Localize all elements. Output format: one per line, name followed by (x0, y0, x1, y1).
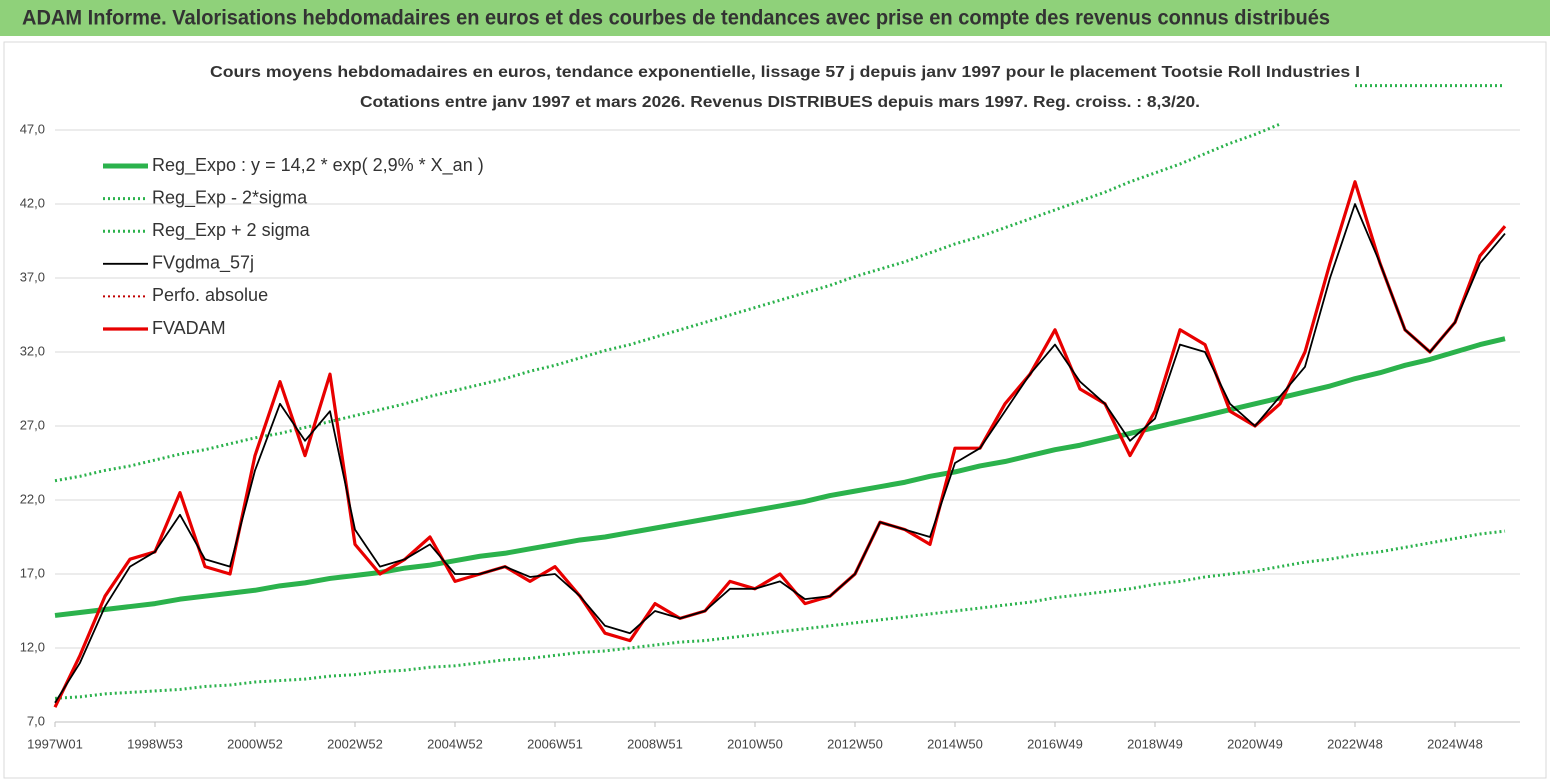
x-tick-label: 1998W53 (127, 736, 183, 751)
series-line (54, 336, 1506, 618)
x-tick-label: 2016W49 (1027, 736, 1083, 751)
banner-title: ADAM Informe. Valorisations hebdomadaire… (22, 7, 1330, 30)
x-tick-label: 2022W48 (1327, 736, 1383, 751)
y-tick-label: 32,0 (20, 343, 45, 358)
legend-label: FVgdma_57j (152, 253, 254, 274)
y-tick-label: 7,0 (27, 713, 45, 728)
x-tick-label: 2000W52 (227, 736, 283, 751)
y-tick-label: 12,0 (20, 639, 45, 654)
x-tick-label: 2002W52 (327, 736, 383, 751)
chart-subtitle: Cotations entre janv 1997 et mars 2026. … (360, 94, 1200, 111)
x-tick-label: 2008W51 (627, 736, 683, 751)
y-tick-label: 37,0 (20, 269, 45, 284)
y-tick-label: 47,0 (20, 121, 45, 136)
series-line (54, 122, 1281, 483)
legend-label: Reg_Exp + 2 sigma (152, 220, 311, 241)
legend-label: Reg_Exp - 2*sigma (152, 187, 308, 208)
y-tick-label: 42,0 (20, 195, 45, 210)
chart-title: Cours moyens hebdomadaires en euros, ten… (210, 64, 1360, 81)
y-tick-label: 22,0 (20, 491, 45, 506)
legend-label: FVADAM (152, 318, 226, 338)
x-tick-label: 2014W50 (927, 736, 983, 751)
series-line (54, 203, 1506, 704)
x-tick-label: 2006W51 (527, 736, 583, 751)
legend-label: Perfo. absolue (152, 285, 268, 305)
series-line (54, 529, 1506, 700)
x-tick-label: 2020W49 (1227, 736, 1283, 751)
legend-label: Reg_Expo : y = 14,2 * exp( 2,9% * X_an ) (152, 155, 484, 176)
chart-frame (3, 41, 1547, 779)
x-tick-label: 2004W52 (427, 736, 483, 751)
x-tick-label: 2012W50 (827, 736, 883, 751)
banner (0, 0, 1550, 36)
x-tick-label: 2024W48 (1427, 736, 1483, 751)
x-tick-label: 1997W01 (27, 736, 83, 751)
y-tick-label: 17,0 (20, 565, 45, 580)
x-tick-label: 2018W49 (1127, 736, 1183, 751)
y-tick-label: 27,0 (20, 417, 45, 432)
x-tick-label: 2010W50 (727, 736, 783, 751)
series-line (53, 180, 1507, 708)
